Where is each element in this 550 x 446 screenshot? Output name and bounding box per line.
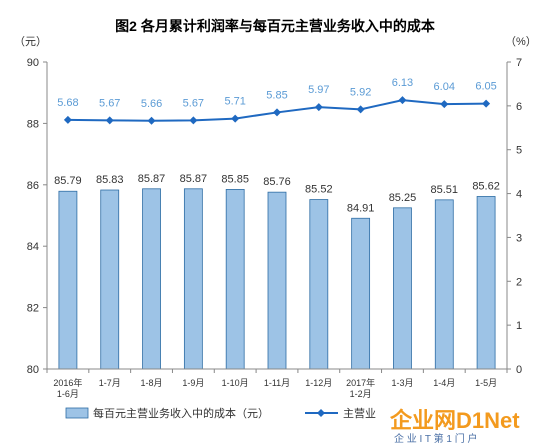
tick-labels: 80 82 84 86 88 90 0 1 2 3 4 5 6 7 2016年 1-6月 1-7月 1-8月 1-9…: [27, 57, 522, 399]
line-point-marker: [273, 108, 281, 117]
line-value-label: 6.04: [434, 81, 455, 93]
x-tick-label: 1-7月: [99, 378, 121, 388]
bar-value-label: 85.25: [389, 192, 417, 204]
right-tick-label: 0: [516, 364, 522, 376]
line-value-label: 5.85: [266, 89, 287, 101]
right-tick-label: 4: [516, 189, 522, 201]
watermark-tagline: 企 业 I T 第 1 门 户: [394, 432, 478, 445]
left-tick-label: 80: [27, 364, 39, 376]
bar-value-label: 85.62: [472, 180, 500, 192]
bar-value-label: 85.87: [180, 173, 208, 185]
bar: [142, 188, 161, 370]
chart-title: 图2 各月累计利润率与每百元主营业务收入中的成本: [115, 18, 436, 34]
right-tick-label: 5: [516, 145, 522, 157]
line-value-label: 5.67: [99, 97, 120, 109]
line-value-label: 5.92: [350, 86, 371, 98]
legend-label-bar: 每百元主营业务收入中的成本（元）: [93, 406, 269, 420]
watermark-backdrop: [384, 398, 550, 446]
bar: [267, 191, 287, 370]
x-tick-label: 1-12月: [305, 378, 332, 388]
x-tick-label: 1-4月: [433, 378, 455, 388]
right-tick-label: 2: [516, 276, 522, 288]
bar-value-label: 85.51: [431, 184, 459, 196]
bar: [476, 196, 496, 370]
right-tick-label: 1: [516, 320, 522, 332]
x-tick-label: 1-9月: [182, 378, 204, 388]
bar: [393, 207, 412, 370]
line-point-marker: [147, 116, 156, 125]
bar-value-label: 85.87: [138, 173, 166, 185]
line-point-marker: [314, 103, 323, 112]
right-tick-label: 7: [516, 57, 522, 69]
bar: [225, 189, 245, 370]
line-point-marker: [356, 105, 365, 114]
axes: [43, 61, 511, 373]
x-tick-label: 1-3月: [391, 378, 413, 388]
x-tick-label: 2016年 1-6月: [53, 377, 82, 399]
x-tick-label: 2017年 1-2月: [346, 377, 375, 399]
line-value-label: 5.68: [57, 97, 78, 109]
left-axis-unit: （元）: [14, 35, 47, 48]
bar: [351, 217, 371, 370]
bar: [58, 190, 78, 370]
left-tick-label: 90: [27, 57, 39, 69]
line-point-marker: [440, 100, 449, 109]
bar-value-label: 85.85: [221, 173, 249, 185]
right-tick-label: 6: [516, 101, 522, 113]
bar-value-label: 84.91: [347, 202, 375, 214]
right-tick-label: 3: [516, 232, 522, 244]
x-tick-label: 1-5月: [475, 378, 497, 388]
line-value-label: 5.67: [183, 97, 204, 109]
line-point-marker: [63, 115, 72, 124]
bar-value-label: 85.76: [263, 176, 291, 188]
line-value-label: 6.13: [392, 77, 413, 89]
left-tick-label: 82: [27, 303, 39, 315]
legend-swatch-bar: [65, 407, 89, 419]
bar: [100, 189, 120, 370]
watermark-brand: 企业网D1Net: [389, 408, 520, 433]
line-point-marker: [105, 116, 114, 125]
bar-series: 85.79 85.83 85.87 85.87 85.85 85.76 85.52 84.91…: [54, 173, 500, 370]
bar-value-label: 85.79: [54, 175, 82, 187]
line-value-label: 5.71: [224, 96, 245, 108]
line-value-label: 5.66: [141, 98, 162, 110]
line-value-label: 6.05: [475, 81, 496, 93]
legend-swatch-marker: [317, 409, 325, 417]
left-tick-label: 88: [27, 118, 39, 130]
line-series: 5.68 5.67 5.66 5.67 5.71 5.85 5.97 5.92 6.13 6.04…: [57, 77, 497, 125]
right-axis-unit: （%）: [505, 35, 537, 48]
x-tick-label: 1-11月: [264, 378, 290, 388]
line-point-marker: [482, 99, 491, 108]
line-point-marker: [398, 96, 407, 105]
bar-value-label: 85.52: [305, 184, 333, 196]
bar: [434, 199, 454, 370]
bar: [183, 188, 203, 370]
legend-label-line: 主营业: [343, 406, 376, 420]
line-point-marker: [189, 116, 198, 125]
x-tick-label: 1-8月: [141, 378, 163, 388]
line-point-marker: [231, 114, 240, 123]
left-tick-label: 86: [27, 180, 39, 192]
bar-value-label: 85.83: [96, 174, 124, 186]
legend: 每百元主营业务收入中的成本（元） 主营业: [65, 406, 376, 420]
left-tick-label: 84: [27, 241, 39, 253]
line-value-label: 5.97: [308, 84, 329, 96]
bar: [309, 199, 329, 370]
x-tick-label: 1-10月: [222, 378, 249, 388]
